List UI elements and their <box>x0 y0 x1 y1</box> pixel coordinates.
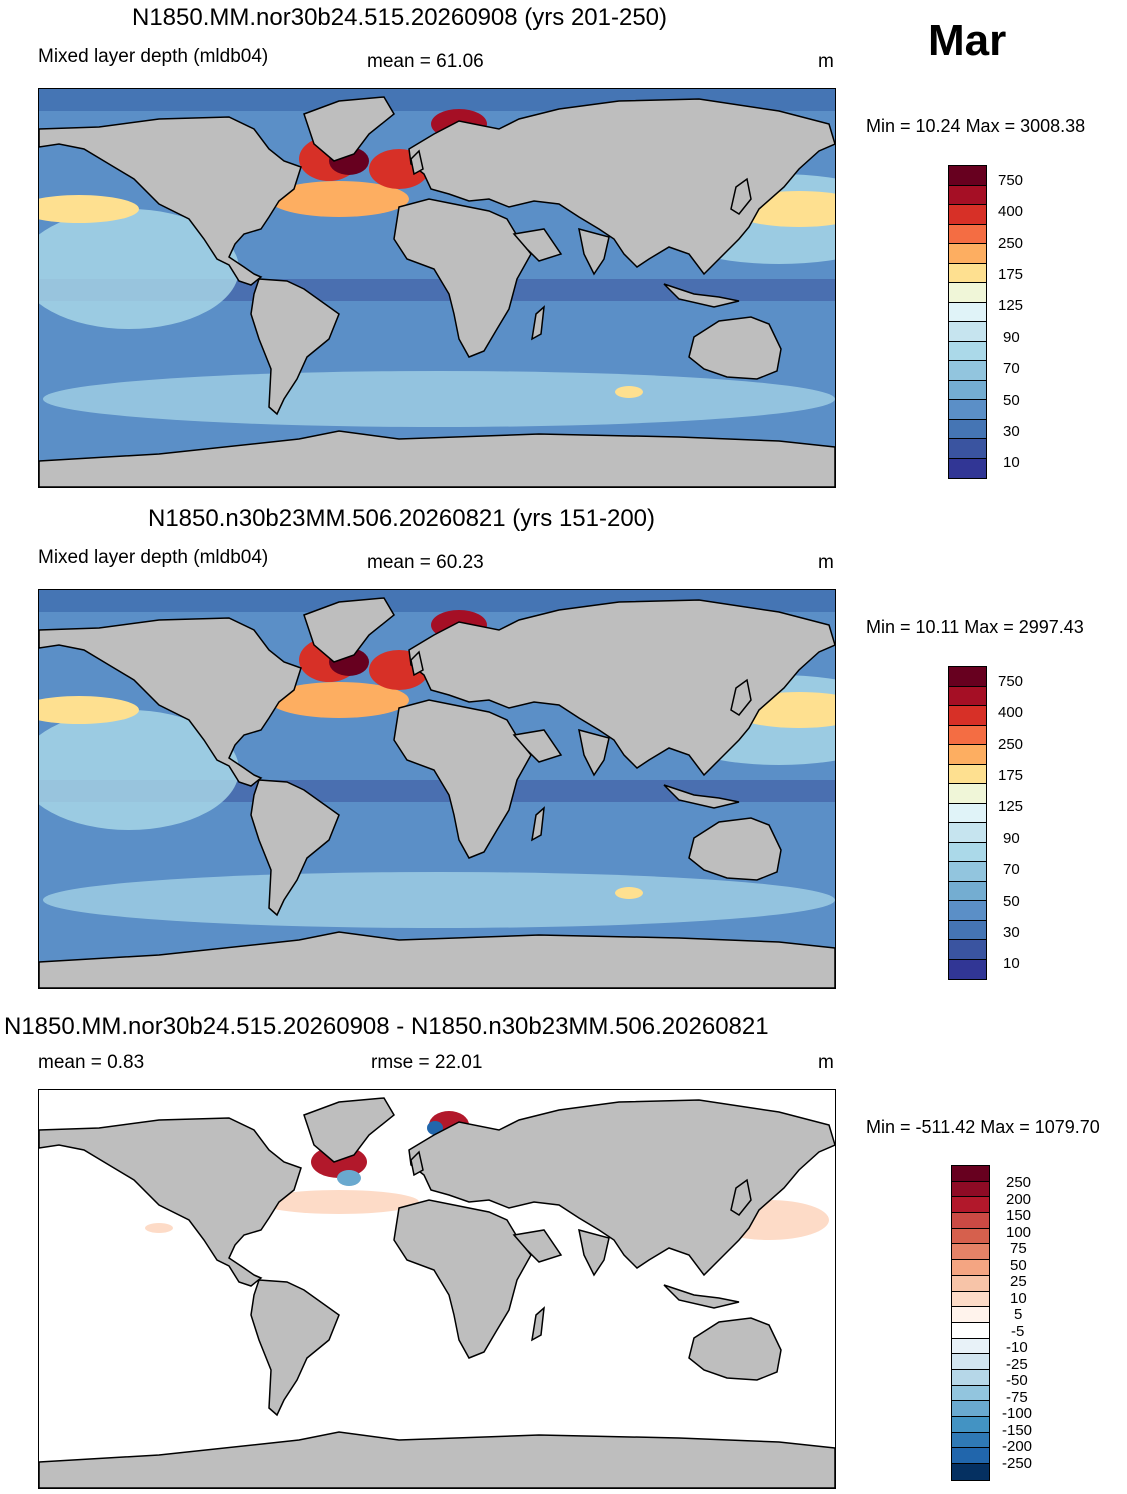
panel-3-colorbar <box>951 1165 990 1481</box>
colorbar-tick-label: 50 <box>1003 893 1020 910</box>
panel-2-units: m <box>818 552 834 573</box>
panel-3-map-svg <box>39 1090 835 1488</box>
colorbar-tick-label: 10 <box>1010 1290 1027 1307</box>
colorbar-tick-label: -75 <box>1006 1389 1028 1406</box>
colorbar-tick-label: -50 <box>1006 1372 1028 1389</box>
panel-2-minmax: Min = 10.11 Max = 2997.43 <box>866 617 1084 637</box>
difference-feature <box>145 1223 173 1233</box>
southern-ocean-band <box>43 371 835 427</box>
colorbar-tick-label: 175 <box>998 266 1024 283</box>
colorbar-tick-label: 25 <box>1010 1273 1027 1290</box>
panel-3-title: N1850.MM.nor30b24.515.20260908 - N1850.n… <box>4 1013 769 1040</box>
equatorial-band <box>39 780 835 802</box>
colorbar-tick-label: 30 <box>1003 924 1020 941</box>
panel-2-colorbar <box>948 666 987 980</box>
colorbar-tick-label: 250 <box>998 736 1024 753</box>
panel-2-map-svg <box>39 590 835 988</box>
colorbar-tick-label: 200 <box>1006 1191 1032 1208</box>
panel-3-minmax: Min = -511.42 Max = 1079.70 <box>866 1117 1100 1137</box>
colorbar-tick-label: 175 <box>998 767 1024 784</box>
colorbar-tick-label: 5 <box>1014 1306 1023 1323</box>
colorbar-tick-label: 10 <box>1003 955 1020 972</box>
colorbar-tick-label: 400 <box>998 203 1024 220</box>
colorbar-tick-label: 125 <box>998 297 1024 314</box>
panel-1-colorbar <box>948 165 987 479</box>
colorbar-tick-label: 100 <box>1006 1224 1032 1241</box>
panel-1-title: N1850.MM.nor30b24.515.20260908 (yrs 201-… <box>132 4 668 31</box>
panel-3-map <box>38 1089 836 1489</box>
colorbar-tick-label: -200 <box>1002 1438 1033 1455</box>
colorbar-tick-label: 30 <box>1003 423 1020 440</box>
panel-3-units: m <box>818 1052 834 1073</box>
colorbar-tick-label: -5 <box>1011 1323 1025 1340</box>
panel-2-mean: mean = 60.23 <box>367 552 484 573</box>
panel-1-units: m <box>818 51 834 72</box>
colorbar-tick-label: 250 <box>1006 1174 1032 1191</box>
panel-1-mean: mean = 61.06 <box>367 51 484 72</box>
colorbar-tick-label: 125 <box>998 798 1024 815</box>
colorbar-tick-label: 250 <box>998 235 1024 252</box>
ocean-feature <box>39 710 239 830</box>
colorbar-tick-label: -25 <box>1006 1356 1028 1373</box>
colorbar-tick-label: 90 <box>1003 329 1020 346</box>
panel-2-variable-label: Mixed layer depth (mldb04) <box>38 547 269 568</box>
ocean-feature <box>269 682 409 718</box>
southern-ocean-band <box>43 872 835 928</box>
panel-1-map-svg <box>39 89 835 487</box>
colorbar-tick-label: 70 <box>1003 360 1020 377</box>
difference-feature <box>337 1170 361 1186</box>
panel-1-variable-label: Mixed layer depth (mldb04) <box>38 46 269 67</box>
colorbar-tick-label: 400 <box>998 704 1024 721</box>
colorbar-tick-label: 50 <box>1003 392 1020 409</box>
panel-1-map <box>38 88 836 488</box>
panel-3-rmse: rmse = 22.01 <box>371 1052 483 1073</box>
colorbar-tick-label: -100 <box>1002 1405 1033 1422</box>
colorbar-tick-label: 10 <box>1003 454 1020 471</box>
colorbar-tick-label: 90 <box>1003 830 1020 847</box>
colorbar-tick-label: 50 <box>1010 1257 1027 1274</box>
month-label: Mar <box>928 16 1007 65</box>
ocean-feature <box>615 887 643 899</box>
colorbar-tick-label: 150 <box>1006 1207 1032 1224</box>
colorbar-tick-label: 750 <box>998 172 1024 189</box>
panel-1-minmax: Min = 10.24 Max = 3008.38 <box>866 116 1086 136</box>
colorbar-tick-label: -150 <box>1002 1422 1033 1439</box>
difference-feature <box>427 1121 443 1135</box>
ocean-feature <box>39 195 139 223</box>
ocean-feature <box>615 386 643 398</box>
panel-3-mean: mean = 0.83 <box>38 1052 145 1073</box>
difference-feature <box>259 1190 419 1214</box>
ocean-feature <box>39 696 139 724</box>
colorbar-tick-label: -10 <box>1006 1339 1028 1356</box>
ocean-feature <box>269 181 409 217</box>
ocean-feature <box>39 209 239 329</box>
colorbar-tick-label: 750 <box>998 673 1024 690</box>
panel-2-map <box>38 589 836 989</box>
colorbar-tick-label: -250 <box>1002 1455 1033 1472</box>
panel-2-title: N1850.n30b23MM.506.20260821 (yrs 151-200… <box>148 505 656 532</box>
colorbar-tick-label: 70 <box>1003 861 1020 878</box>
colorbar-tick-label: 75 <box>1010 1240 1027 1257</box>
equatorial-band <box>39 279 835 301</box>
